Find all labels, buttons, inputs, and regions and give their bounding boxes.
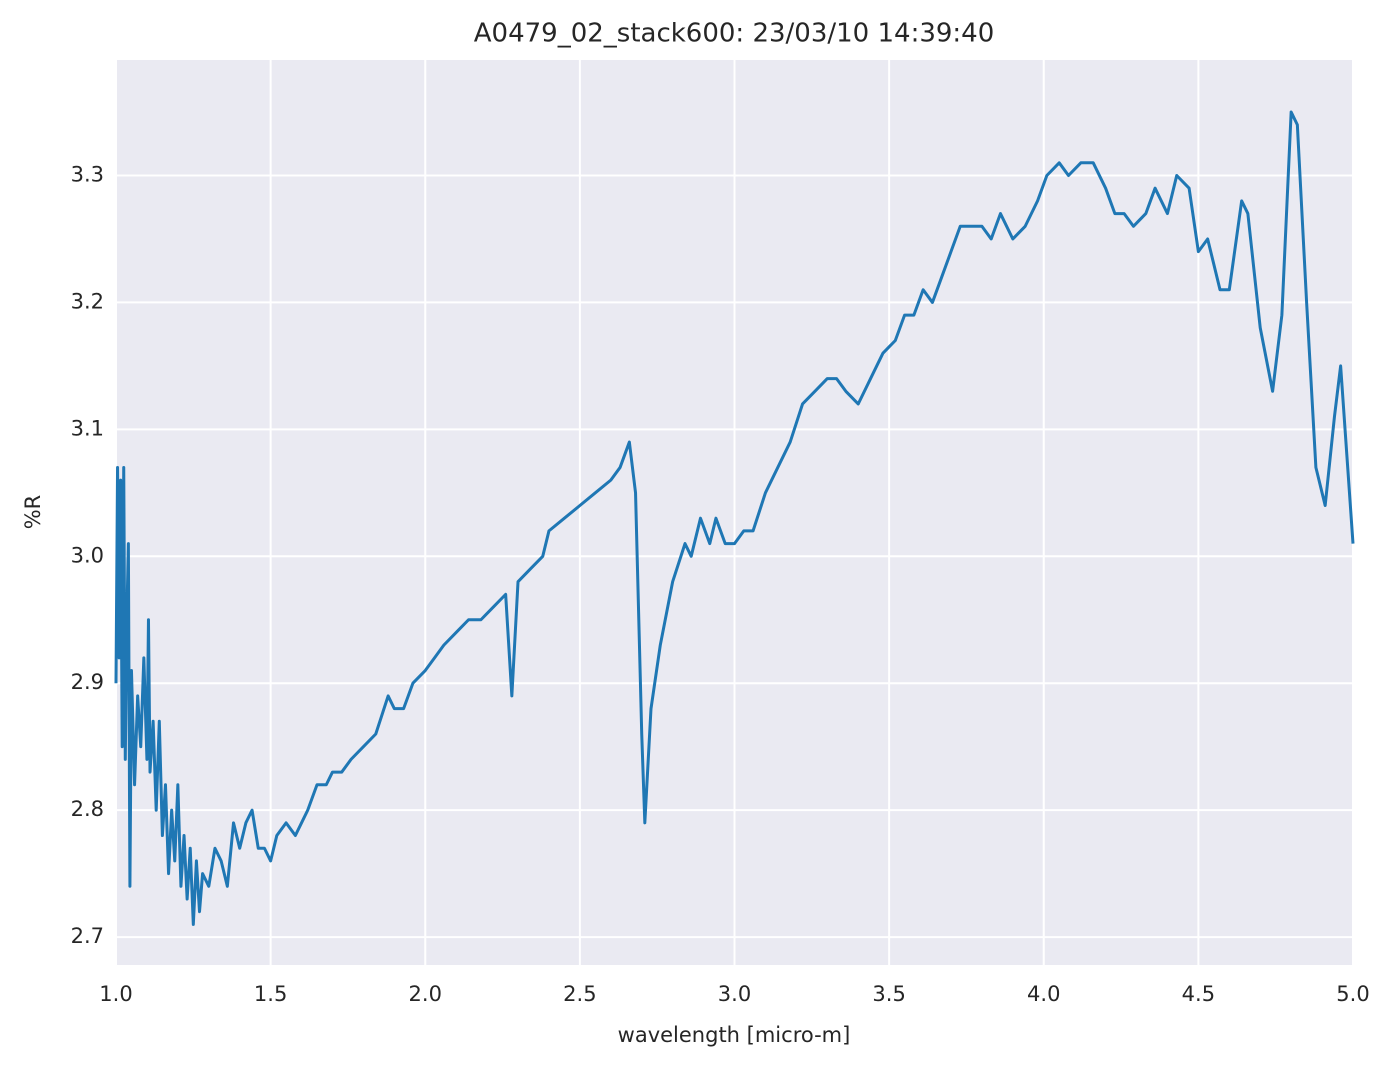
data-line	[114, 110, 1355, 926]
x-tick-label: 1.5	[254, 982, 287, 1006]
x-axis-label: wavelength [micro-m]	[618, 1023, 851, 1047]
y-tick-label: 2.7	[71, 924, 104, 948]
x-tick-label: 1.0	[99, 982, 132, 1006]
y-tick-label: 3.0	[71, 543, 104, 567]
x-tick-label: 3.5	[872, 982, 905, 1006]
x-tick-label: 5.0	[1336, 982, 1369, 1006]
y-tick-label: 2.9	[71, 670, 104, 694]
y-tick-label: 3.3	[71, 163, 104, 187]
y-tick-label: 2.8	[71, 797, 104, 821]
x-tick-label: 3.0	[718, 982, 751, 1006]
y-tick-label: 3.2	[71, 289, 104, 313]
chart-title: A0479_02_stack600: 23/03/10 14:39:40	[474, 19, 995, 49]
x-tick-label: 4.5	[1182, 982, 1215, 1006]
y-tick-label: 3.1	[71, 416, 104, 440]
y-axis-label: %R	[21, 495, 45, 530]
x-tick-label: 2.5	[563, 982, 596, 1006]
x-tick-label: 4.0	[1027, 982, 1060, 1006]
x-tick-label: 2.0	[409, 982, 442, 1006]
